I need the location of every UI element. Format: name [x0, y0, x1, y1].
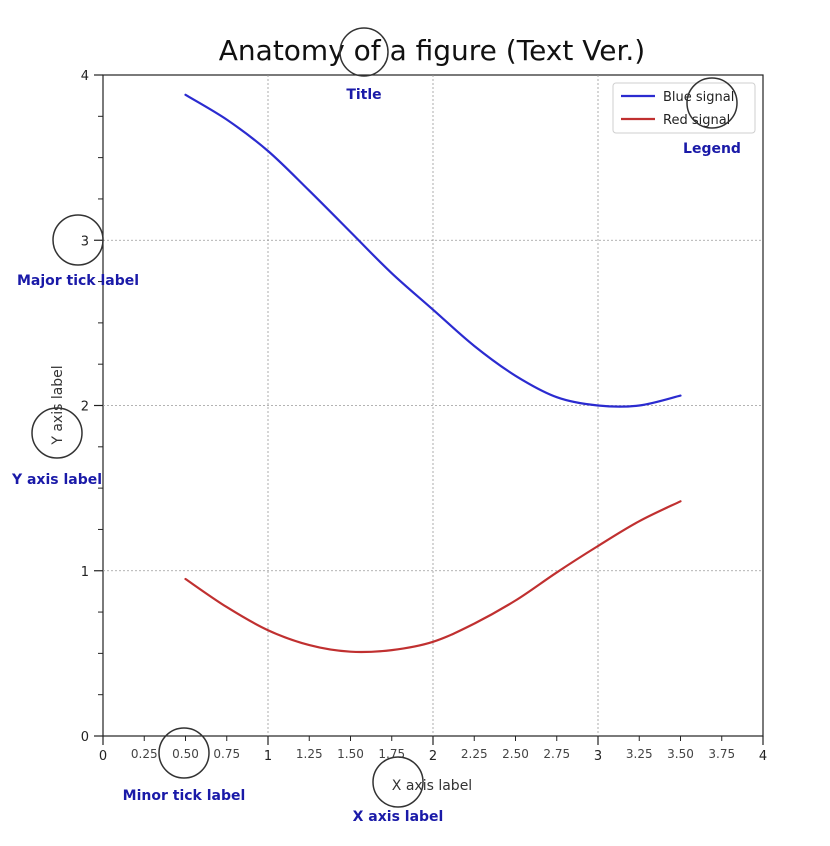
x-major-tick-label: 0	[99, 749, 107, 764]
annotation-minor-tick-label: Minor tick label	[123, 788, 246, 804]
x-minor-tick-label: 2.25	[461, 747, 488, 761]
x-minor-tick-label: 3.75	[708, 747, 735, 761]
x-major-tick-label: 1	[264, 749, 272, 764]
annotation-legend: Legend	[683, 141, 741, 157]
grid	[103, 75, 763, 736]
y-axis-label: Y axis label	[50, 365, 66, 445]
annotation-circle-title	[339, 27, 389, 77]
series-lines	[184, 93, 682, 654]
annotation-major-tick-label: Major tick label	[17, 273, 139, 289]
x-minor-tick-label: 0.50	[172, 747, 199, 761]
x-minor-tick-label: 3.50	[667, 747, 694, 761]
x-minor-tick-label: 0.75	[213, 747, 240, 761]
series-line-blue-signal	[184, 93, 682, 408]
annotation-circle-y-axis-label	[31, 407, 83, 459]
y-major-tick-label: 1	[81, 565, 89, 580]
x-major-tick-label: 4	[759, 749, 767, 764]
x-minor-tick-label: 3.25	[626, 747, 653, 761]
annotation-circle-major-tick	[52, 214, 104, 266]
x-minor-tick-label: 1.50	[337, 747, 364, 761]
chart-title: Anatomy of a figure (Text Ver.)	[219, 34, 645, 67]
y-major-tick-label: 0	[81, 730, 89, 745]
x-minor-tick-label: 1.75	[378, 747, 405, 761]
y-major-tick-label: 2	[81, 400, 89, 415]
annotation-circle-x-axis-label	[372, 756, 424, 808]
annotation-title: Title	[346, 87, 381, 103]
ticks: 0 1 2 3 4 0.25 0.50 0.75 1.25 1.50 1.75 2.25 2.50 2.7…	[81, 69, 767, 764]
series-line-red-signal	[184, 500, 682, 654]
y-major-tick-label: 4	[81, 69, 89, 84]
annotation-circle-minor-tick	[158, 727, 210, 779]
annotation-x-axis-label: X axis label	[353, 809, 444, 825]
x-minor-tick-label: 0.25	[131, 747, 158, 761]
x-major-tick-label: 3	[594, 749, 602, 764]
x-major-tick-label: 2	[429, 749, 437, 764]
x-minor-tick-label: 2.75	[543, 747, 570, 761]
x-axis-label: X axis label	[392, 778, 472, 794]
legend: Blue signal Red signal	[612, 82, 756, 134]
x-minor-tick-label: 2.50	[502, 747, 529, 761]
annotation-circle-legend	[686, 77, 738, 129]
legend-label-blue-signal: Blue signal	[663, 90, 734, 105]
x-minor-tick-label: 1.25	[296, 747, 323, 761]
legend-label-red-signal: Red signal	[663, 113, 730, 128]
annotation-y-axis-label: Y axis label	[11, 472, 102, 488]
y-major-tick-label: 3	[81, 234, 89, 249]
